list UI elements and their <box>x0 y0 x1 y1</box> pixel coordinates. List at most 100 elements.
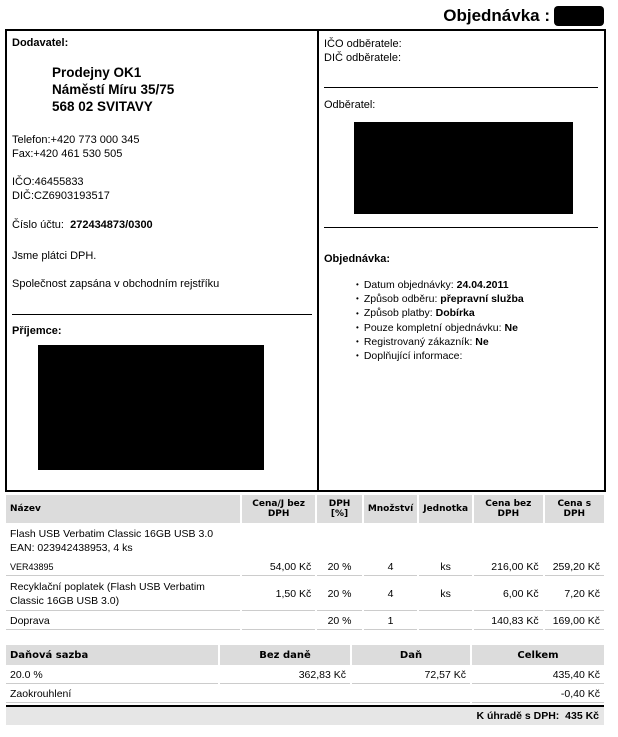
label: Způsob odběru: <box>363 293 438 306</box>
cell: Recyklační poplatek (Flash USB Verbatim … <box>6 578 240 611</box>
cell: 20.0 % <box>6 667 218 684</box>
table-row: VER43895 54,00 Kč 20 % 4 ks 216,00 Kč 259,20 K… <box>6 559 604 576</box>
table-header: Daňová sazba Bez daně Daň Celkem <box>6 645 604 665</box>
cell: 20 % <box>317 559 362 576</box>
order-item: Pouze kompletní objednávku: Ne <box>356 321 524 335</box>
divider <box>317 29 319 492</box>
label: Pouze kompletní objednávku: <box>363 321 502 334</box>
redacted-customer <box>354 122 573 214</box>
cell: 6,00 Kč <box>474 578 543 611</box>
page-title: Objednávka : <box>443 6 604 26</box>
value: Ne <box>504 321 518 334</box>
supplier-city: 568 02 SVITAVY <box>52 99 153 114</box>
redacted-order-number <box>554 6 604 26</box>
cell: Doprava <box>6 613 240 630</box>
redacted-recipient <box>38 345 264 470</box>
total-label: K úhradě s DPH: <box>476 710 560 722</box>
table-row: Recyklační poplatek (Flash USB Verbatim … <box>6 578 604 611</box>
customer-ico-label: IČO odběratele: <box>324 38 402 50</box>
cell: 4 <box>363 578 418 611</box>
table-row: Zaokrouhlení -0,40 Kč <box>6 686 604 703</box>
cell: 259,20 Kč <box>544 559 604 576</box>
cell: 169,00 Kč <box>544 613 604 630</box>
supplier-address: Prodejny OK1 Náměstí Míru 35/75 568 02 S… <box>52 64 174 115</box>
cell: 435,40 Kč <box>472 667 604 684</box>
total-due: K úhradě s DPH: 435 Kč <box>6 705 604 725</box>
items-table: Název Cena/J bez DPH DPH [%] Množství Je… <box>4 493 606 632</box>
supplier-phone: Telefon:+420 773 000 345 <box>12 134 140 146</box>
order-item: Datum objednávky: 24.04.2011 <box>356 278 524 292</box>
cell: 362,83 Kč <box>220 667 350 684</box>
product-name: Flash USB Verbatim Classic 16GB USB 3.0 <box>10 528 214 540</box>
supplier-heading: Dodavatel: <box>12 37 69 49</box>
order-item: Doplňující informace: <box>356 349 524 363</box>
supplier-name: Prodejny OK1 <box>52 65 142 80</box>
value: Dobírka <box>435 307 475 320</box>
supplier-ids: IČO:46455833 DIČ:CZ6903193517 <box>12 175 110 203</box>
account-label: Číslo účtu: <box>12 219 64 231</box>
cell: 20 % <box>317 613 362 630</box>
supplier-account: Číslo účtu: 272434873/0300 <box>12 219 153 231</box>
order-item: Způsob odběru: přepravní služba <box>356 292 524 306</box>
col-vat: DPH [%] <box>317 495 362 523</box>
cell: -0,40 Kč <box>472 686 604 703</box>
total-value: 435 Kč <box>565 710 599 722</box>
table-row: 20.0 % 362,83 Kč 72,57 Kč 435,40 Kč <box>6 667 604 684</box>
divider <box>324 227 598 228</box>
cell: Zaokrouhlení <box>6 686 470 703</box>
order-item: Registrovaný zákazník: Ne <box>356 335 524 349</box>
label: Registrovaný zákazník: <box>363 335 473 348</box>
cell: 20 % <box>317 578 362 611</box>
cell: 7,20 Kč <box>544 578 604 611</box>
cell: 1,50 Kč <box>242 578 316 611</box>
registry-note: Společnost zapsána v obchodním rejstříku <box>12 278 220 290</box>
supplier-fax: Fax:+420 461 530 505 <box>12 148 123 160</box>
cell <box>419 613 473 630</box>
customer-dic-label: DIČ odběratele: <box>324 52 402 64</box>
col-qty: Množství <box>363 495 418 523</box>
value: 24.04.2011 <box>456 279 509 291</box>
col-base: Bez daně <box>220 645 350 665</box>
customer-ids: IČO odběratele: DIČ odběratele: <box>324 37 402 65</box>
cell: ks <box>419 578 473 611</box>
label: Způsob platby: <box>363 307 433 320</box>
product-ean: EAN: 023942438953, 4 ks <box>10 542 133 554</box>
recipient-heading: Příjemce: <box>12 325 62 337</box>
supplier-street: Náměstí Míru 35/75 <box>52 82 175 97</box>
col-price-vat: Cena s DPH <box>544 495 604 523</box>
product-desc-row: Flash USB Verbatim Classic 16GB USB 3.0 E… <box>6 525 604 557</box>
title-text: Objednávka : <box>443 6 550 25</box>
divider <box>12 314 312 315</box>
order-details: Datum objednávky: 24.04.2011 Způsob odbě… <box>356 278 524 363</box>
supplier-dic: DIČ:CZ6903193517 <box>12 190 110 202</box>
cell: 4 <box>363 559 418 576</box>
vat-payer: Jsme plátci DPH. <box>12 250 97 262</box>
cell <box>242 613 316 630</box>
address-box <box>5 29 606 492</box>
col-unit: Jednotka <box>419 495 473 523</box>
order-item: Způsob platby: Dobírka <box>356 306 524 320</box>
label: Doplňující informace: <box>363 350 463 363</box>
cell: VER43895 <box>6 559 240 576</box>
cell: 1 <box>363 613 418 630</box>
col-price-no-vat: Cena bez DPH <box>474 495 543 523</box>
col-name: Název <box>6 495 240 523</box>
col-tax: Daň <box>352 645 470 665</box>
divider <box>324 87 598 88</box>
cell: ks <box>419 559 473 576</box>
cell: 140,83 Kč <box>474 613 543 630</box>
supplier-contact: Telefon:+420 773 000 345 Fax:+420 461 53… <box>12 133 140 161</box>
cell: 216,00 Kč <box>474 559 543 576</box>
value: Ne <box>475 335 489 348</box>
value: přepravní služba <box>440 293 524 306</box>
summary-table: Daňová sazba Bez daně Daň Celkem 20.0 % 362,… <box>4 643 606 705</box>
customer-heading: Odběratel: <box>324 99 376 111</box>
supplier-ico: IČO:46455833 <box>12 176 84 188</box>
order-heading: Objednávka: <box>324 253 391 265</box>
cell: 54,00 Kč <box>242 559 316 576</box>
col-unit-price: Cena/J bez DPH <box>242 495 316 523</box>
table-header: Název Cena/J bez DPH DPH [%] Množství Je… <box>6 495 604 523</box>
table-row: Doprava 20 % 1 140,83 Kč 169,00 Kč <box>6 613 604 630</box>
label: Datum objednávky: <box>363 279 454 291</box>
account-number: 272434873/0300 <box>70 219 153 231</box>
